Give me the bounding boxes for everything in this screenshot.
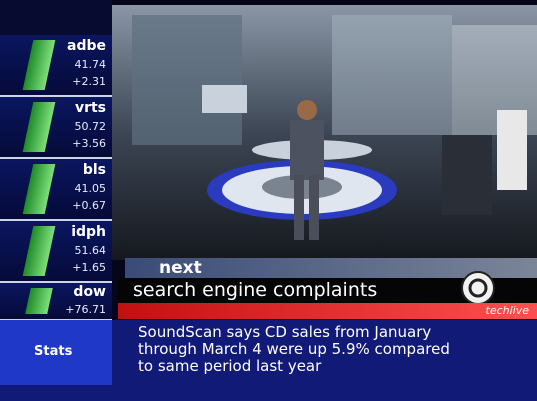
show-name: techlive [486, 304, 530, 317]
ticker-symbol: adbe [67, 38, 106, 54]
story-line: to same period last year [138, 358, 450, 375]
ticker-bar [23, 40, 56, 90]
show-bar: techlive [118, 303, 537, 319]
section-box: Stats [0, 320, 112, 385]
ticker-change: +1.65 [72, 261, 106, 274]
ticker-price: 50.72 [75, 120, 107, 133]
next-label: next [159, 258, 202, 278]
ticker-row: vrts 50.72 +3.56 [0, 97, 112, 159]
ticker-row: adbe 41.74 +2.31 [0, 35, 112, 97]
ticker-change: +76.71 [65, 303, 106, 316]
ticker-price: 41.74 [75, 58, 107, 71]
ticker-row: idph 51.64 +1.65 [0, 221, 112, 283]
ticker-top [0, 0, 112, 35]
headline: search engine complaints [133, 279, 377, 301]
ticker-symbol: idph [71, 224, 106, 240]
ticker-price: 41.05 [75, 182, 107, 195]
ticker-change: +0.67 [72, 199, 106, 212]
ticker-change: +3.56 [72, 137, 106, 150]
ticker-change: +2.31 [72, 75, 106, 88]
ticker-row: dow +76.71 [0, 283, 112, 321]
ticker-bar [25, 288, 53, 314]
logo [460, 270, 496, 306]
ticker-bar [23, 164, 56, 214]
story-line: SoundScan says CD sales from January [138, 324, 450, 341]
tv-screen: adbe 41.74 +2.31 vrts 50.72 +3.56 bls 41.05 +0.6… [0, 0, 537, 401]
ticker-bar [23, 102, 56, 152]
studio-scene [112, 5, 537, 260]
ticker-symbol: vrts [75, 100, 106, 116]
ticker-symbol: bls [83, 162, 106, 178]
ticker-symbol: dow [73, 284, 106, 300]
ticker-price: 51.64 [75, 244, 107, 257]
story-line: through March 4 were up 5.9% compared [138, 341, 450, 358]
story: SoundScan says CD sales from January thr… [138, 324, 450, 375]
ticker-row: bls 41.05 +0.67 [0, 159, 112, 221]
ticker-bar [23, 226, 56, 276]
section-label: Stats [34, 344, 72, 359]
